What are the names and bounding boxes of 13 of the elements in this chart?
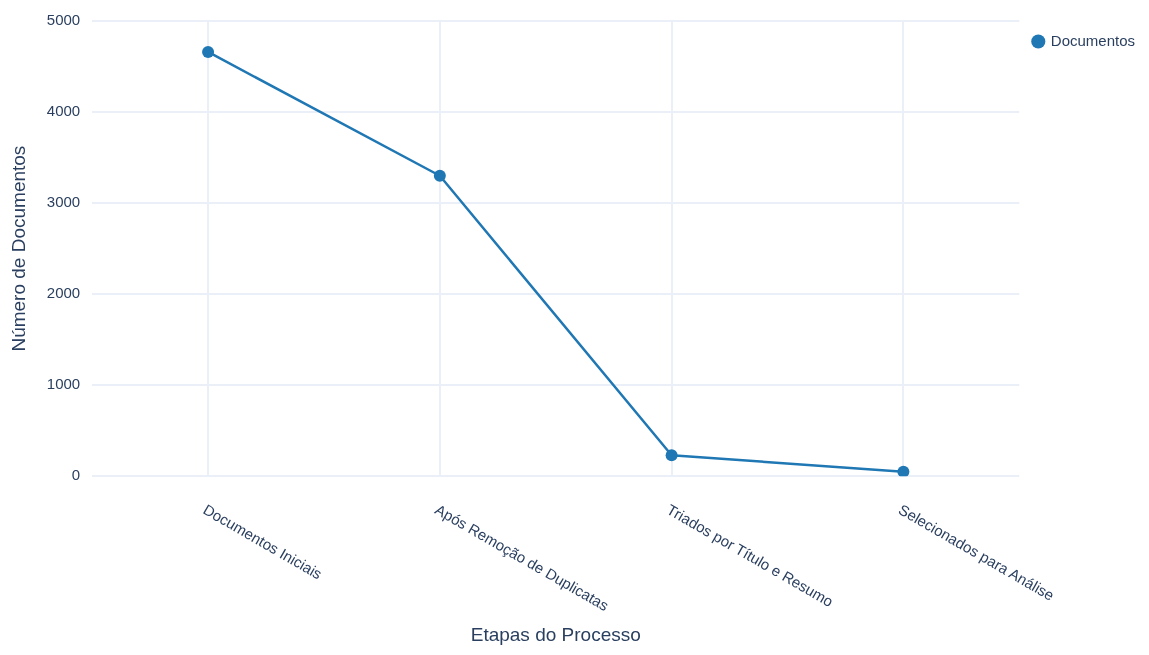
point bbox=[897, 465, 910, 477]
legend-label: Documentos bbox=[1050, 31, 1136, 49]
y-tick-label: 0 bbox=[71, 466, 81, 484]
point bbox=[433, 169, 446, 182]
y-axis-title: Número de Documentos bbox=[7, 145, 29, 352]
x-axis-title: Etapas do Processo bbox=[470, 623, 641, 645]
point bbox=[665, 449, 678, 462]
point bbox=[202, 45, 215, 58]
y-tick-label: 4000 bbox=[46, 102, 81, 120]
y-tick-label: 2000 bbox=[46, 284, 81, 302]
y-tick-label: 3000 bbox=[46, 193, 81, 211]
y-tick-label: 5000 bbox=[46, 11, 81, 29]
y-tick-label: 1000 bbox=[46, 375, 81, 393]
